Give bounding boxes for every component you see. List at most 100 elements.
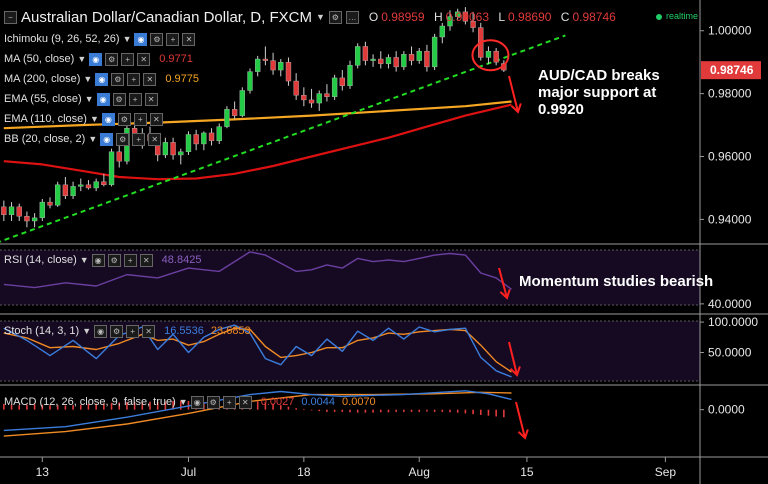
candle-body <box>170 142 176 156</box>
candle-body <box>231 109 238 116</box>
visibility-icon[interactable]: ◉ <box>91 253 105 267</box>
rsi-legend[interactable]: RSI (14, close) ▼ ◉ ⚙ + ✕ 48.8425 <box>4 252 201 268</box>
chevron-down-icon[interactable]: ▼ <box>315 12 325 22</box>
settings-icon[interactable]: ⚙ <box>112 92 126 106</box>
candle-body <box>185 134 192 153</box>
chevron-down-icon[interactable]: ▼ <box>77 54 87 64</box>
close-icon[interactable]: ✕ <box>139 253 153 267</box>
indicator-ema110[interactable]: EMA (110, close) ▼ ◉ ⚙ + ✕ <box>4 111 163 127</box>
candle-body <box>85 184 92 189</box>
time-tick-label: Aug <box>409 465 430 479</box>
add-icon[interactable]: + <box>121 52 135 66</box>
add-icon[interactable]: + <box>126 324 140 338</box>
settings-icon[interactable]: ⚙ <box>328 10 342 24</box>
collapse-icon[interactable]: − <box>4 10 17 24</box>
candle-body <box>255 58 261 72</box>
indicator-ma200[interactable]: MA (200, close) ▼ ◉ ⚙ + ✕ 0.9775 <box>4 71 199 87</box>
candle-body <box>493 50 499 63</box>
add-icon[interactable]: + <box>166 32 180 46</box>
settings-icon[interactable]: ⚙ <box>116 132 130 146</box>
ohlc-readout: O 0.98959 H 0.99063 L 0.98690 C 0.98746 <box>363 10 616 24</box>
live-dot-icon <box>656 13 662 20</box>
symbol-title[interactable]: Australian Dollar/Canadian Dollar, D, FX… <box>21 8 312 26</box>
visibility-icon[interactable]: ◉ <box>89 52 103 66</box>
visibility-icon[interactable]: ◉ <box>96 92 110 106</box>
indicator-label[interactable]: EMA (110, close) <box>4 113 87 125</box>
candle-body <box>416 50 422 61</box>
macd-label[interactable]: MACD (12, 26, close, 9, false, true) <box>4 396 176 408</box>
visibility-icon[interactable]: ◉ <box>100 132 114 146</box>
rsi-label[interactable]: RSI (14, close) <box>4 254 77 266</box>
chevron-down-icon[interactable]: ▼ <box>122 34 132 44</box>
close-icon[interactable]: ✕ <box>143 72 157 86</box>
candle-body <box>393 57 399 68</box>
chevron-down-icon[interactable]: ▼ <box>178 397 188 407</box>
close-icon[interactable]: ✕ <box>182 32 196 46</box>
add-icon[interactable]: + <box>123 253 137 267</box>
close-icon[interactable]: ✕ <box>144 92 158 106</box>
close-icon[interactable]: ✕ <box>137 52 151 66</box>
indicator-bb[interactable]: BB (20, close, 2) ▼ ◉ ⚙ + ✕ <box>4 131 162 147</box>
add-icon[interactable]: + <box>222 395 236 409</box>
candle-body <box>339 77 345 86</box>
indicator-label[interactable]: Ichimoku (9, 26, 52, 26) <box>4 33 120 45</box>
macd-legend[interactable]: MACD (12, 26, close, 9, false, true) ▼ ◉… <box>4 394 376 410</box>
more-icon[interactable]: … <box>345 10 359 24</box>
indicator-label[interactable]: EMA (55, close) <box>4 93 82 105</box>
rsi-value: 48.8425 <box>161 254 202 266</box>
price-pane[interactable] <box>0 7 566 243</box>
add-icon[interactable]: + <box>127 72 141 86</box>
ohlc-high-value: 0.99063 <box>445 10 490 24</box>
visibility-icon[interactable]: ◉ <box>134 32 148 46</box>
candle-body <box>470 21 476 28</box>
indicator-label[interactable]: BB (20, close, 2) <box>4 133 86 145</box>
settings-icon[interactable]: ⚙ <box>117 112 131 126</box>
stoch-legend[interactable]: Stoch (14, 3, 1) ▼ ◉ ⚙ + ✕ 16.5536 23.68… <box>4 323 251 339</box>
time-axis[interactable]: 13 Jul 18 Aug 15 Sep <box>36 457 677 479</box>
close-icon[interactable]: ✕ <box>148 132 162 146</box>
indicator-ema55[interactable]: EMA (55, close) ▼ ◉ ⚙ + ✕ <box>4 91 158 107</box>
add-icon[interactable]: + <box>133 112 147 126</box>
chevron-down-icon[interactable]: ▼ <box>88 134 98 144</box>
indicator-label[interactable]: MA (50, close) <box>4 53 75 65</box>
chevron-down-icon[interactable]: ▼ <box>79 255 89 265</box>
chevron-down-icon[interactable]: ▼ <box>83 74 93 84</box>
indicator-ma50[interactable]: MA (50, close) ▼ ◉ ⚙ + ✕ 0.9771 <box>4 51 193 67</box>
settings-icon[interactable]: ⚙ <box>111 72 125 86</box>
chevron-down-icon[interactable]: ▼ <box>82 326 92 336</box>
price-tick-label: 0.94000 <box>708 212 752 226</box>
chevron-down-icon[interactable]: ▼ <box>84 94 94 104</box>
ohlc-open-key: O <box>368 10 379 24</box>
candle-body <box>385 57 392 64</box>
close-icon[interactable]: ✕ <box>238 395 252 409</box>
stoch-down-arrow-shaft <box>508 341 518 376</box>
visibility-icon[interactable]: ◉ <box>101 112 115 126</box>
candle-body <box>293 80 299 96</box>
price-down-arrow-head <box>510 103 522 114</box>
settings-icon[interactable]: ⚙ <box>110 324 124 338</box>
visibility-icon[interactable]: ◉ <box>190 395 204 409</box>
settings-icon[interactable]: ⚙ <box>206 395 220 409</box>
add-icon[interactable]: + <box>132 132 146 146</box>
candle-body <box>162 142 169 156</box>
add-icon[interactable]: + <box>128 92 142 106</box>
visibility-icon[interactable]: ◉ <box>94 324 108 338</box>
chevron-down-icon[interactable]: ▼ <box>89 114 99 124</box>
stoch-label[interactable]: Stoch (14, 3, 1) <box>4 325 80 337</box>
indicator-ichimoku[interactable]: Ichimoku (9, 26, 52, 26) ▼ ◉ ⚙ + ✕ <box>4 31 196 47</box>
indicator-label[interactable]: MA (200, close) <box>4 73 81 85</box>
settings-icon[interactable]: ⚙ <box>150 32 164 46</box>
visibility-icon[interactable]: ◉ <box>95 72 109 86</box>
rsi-pane[interactable] <box>3 251 512 290</box>
macd-pane[interactable] <box>3 390 512 437</box>
candle-body <box>347 65 353 86</box>
candle-body <box>1 206 7 215</box>
close-icon[interactable]: ✕ <box>149 112 163 126</box>
stoch-k-value: 16.5536 <box>164 325 204 337</box>
current-price-label: 0.98746 <box>710 63 754 77</box>
settings-icon[interactable]: ⚙ <box>107 253 121 267</box>
settings-icon[interactable]: ⚙ <box>105 52 119 66</box>
price-axis[interactable]: 1.00000 0.98000 0.96000 0.94000 0.98746 40.00… <box>701 24 761 417</box>
close-icon[interactable]: ✕ <box>142 324 156 338</box>
